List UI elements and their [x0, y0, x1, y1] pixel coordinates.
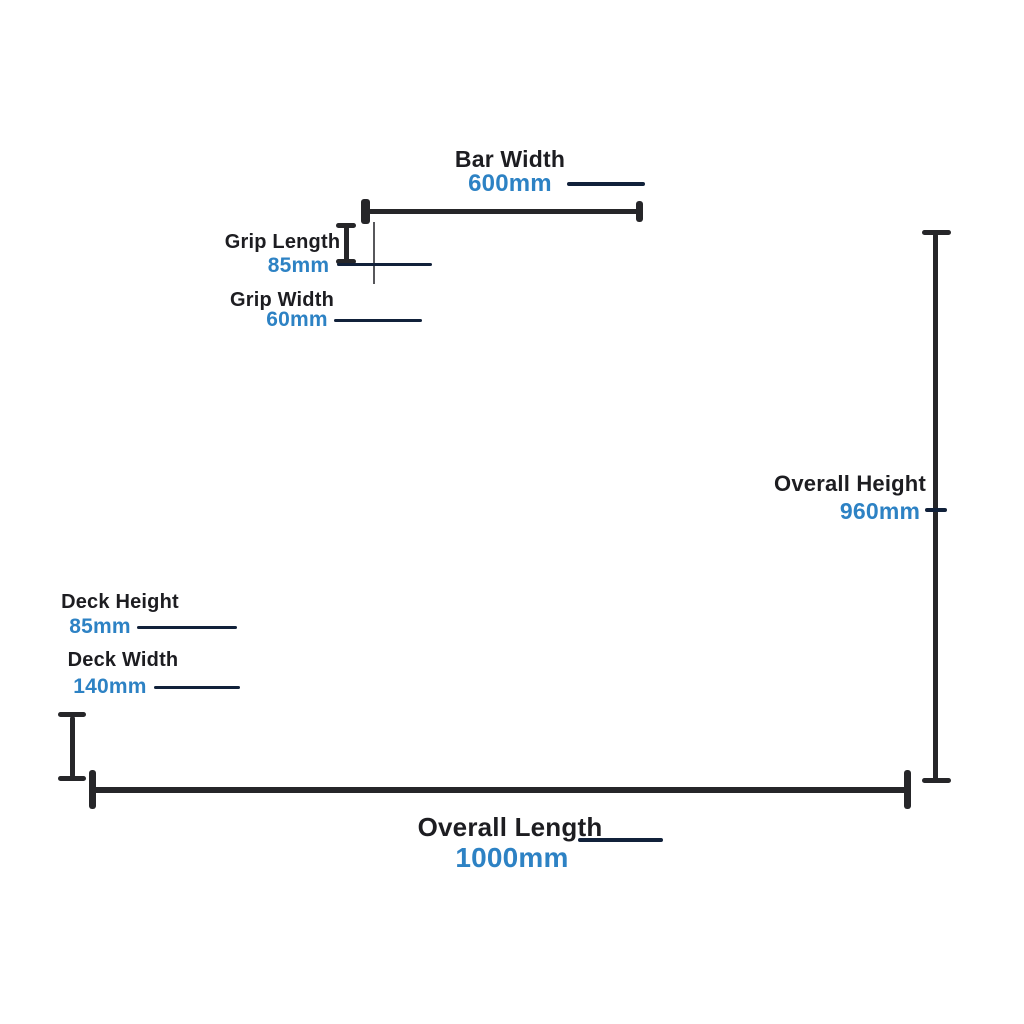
height-dimension-line — [933, 233, 938, 781]
grip-length-value: 85mm — [267, 254, 330, 277]
bar-width-label: Bar Width — [454, 146, 566, 172]
deck-bracket-line — [70, 716, 75, 778]
overall-length-value: 1000mm — [455, 842, 569, 873]
overall-height-leader-line — [925, 508, 947, 512]
length-dimension-line — [92, 787, 908, 793]
deck-width-value: 140mm — [73, 675, 147, 698]
grip-width-label: Grip Width — [229, 289, 335, 311]
deck-height-leader-line — [137, 626, 237, 629]
overall-height-label: Overall Height — [774, 471, 926, 496]
grip-length-label: Grip Length — [224, 231, 341, 253]
grip-length-leader-line — [337, 263, 432, 266]
grip-bracket-tick-bottom — [336, 259, 356, 264]
bar-width-leader-line — [567, 182, 645, 186]
top-dimension-tick-right — [636, 201, 643, 222]
grip-width-leader-line — [334, 319, 422, 322]
deck-height-value: 85mm — [69, 615, 131, 638]
grip-width-value: 60mm — [266, 308, 328, 331]
grip-extension-line — [373, 222, 375, 284]
deck-bracket-tick-bottom — [58, 776, 86, 781]
height-dimension-tick-bottom — [922, 778, 951, 783]
deck-bracket-tick-top — [58, 712, 86, 717]
overall-length-label: Overall Length — [417, 812, 603, 842]
length-dimension-tick-left — [89, 770, 96, 809]
length-dimension-tick-right — [904, 770, 911, 809]
overall-length-leader-line — [578, 838, 663, 842]
height-dimension-tick-top — [922, 230, 951, 235]
top-dimension-line — [368, 209, 642, 214]
deck-width-label: Deck Width — [67, 649, 179, 671]
bar-width-value: 600mm — [468, 170, 552, 197]
overall-height-value: 960mm — [839, 498, 921, 524]
deck-width-leader-line — [154, 686, 240, 689]
top-dimension-tick-left — [361, 199, 370, 224]
deck-height-label: Deck Height — [61, 591, 179, 613]
grip-bracket-line — [344, 226, 349, 263]
grip-bracket-tick-top — [336, 223, 356, 228]
